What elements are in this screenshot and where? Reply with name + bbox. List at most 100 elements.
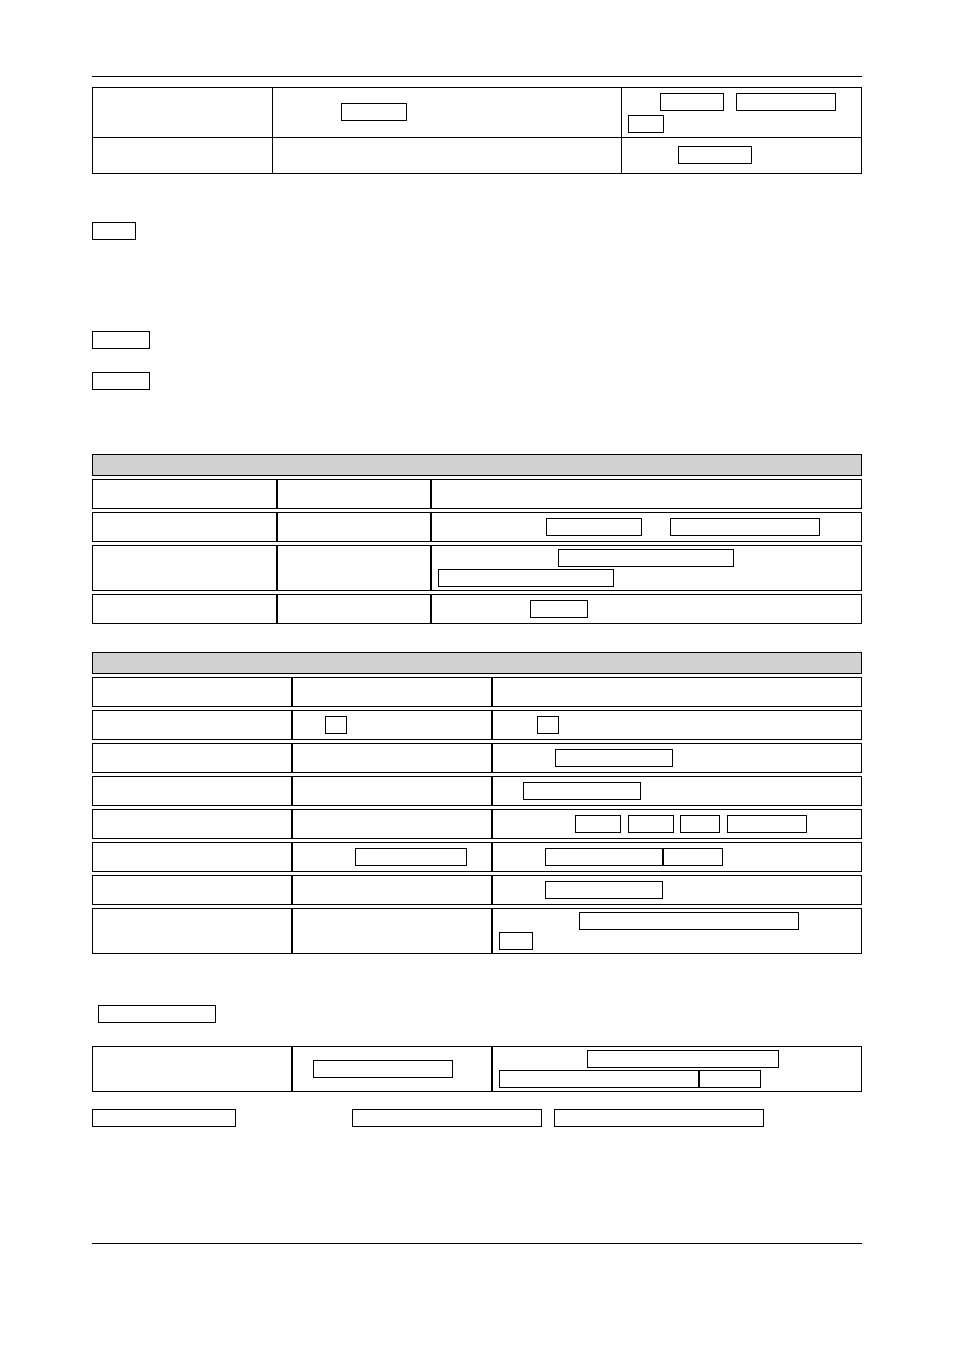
field-box[interactable] bbox=[92, 1109, 236, 1127]
break-row bbox=[92, 957, 862, 1043]
cell bbox=[92, 875, 292, 905]
cell bbox=[277, 594, 431, 624]
cell bbox=[492, 677, 862, 707]
cell bbox=[292, 875, 492, 905]
field-box[interactable] bbox=[523, 782, 641, 800]
cell bbox=[431, 545, 862, 591]
field-box[interactable] bbox=[530, 600, 588, 618]
field-box[interactable] bbox=[341, 103, 407, 121]
table-row bbox=[92, 594, 862, 624]
cell bbox=[292, 710, 492, 740]
field-box[interactable] bbox=[545, 881, 663, 899]
cell bbox=[92, 545, 277, 591]
field-box[interactable] bbox=[546, 518, 642, 536]
cell bbox=[92, 594, 277, 624]
field-box[interactable] bbox=[575, 815, 621, 833]
cell bbox=[431, 479, 862, 509]
cell bbox=[92, 677, 292, 707]
cell bbox=[277, 512, 431, 542]
cell bbox=[292, 809, 492, 839]
field-box[interactable] bbox=[499, 1070, 699, 1088]
field-box[interactable] bbox=[438, 569, 614, 587]
section2-table bbox=[92, 649, 862, 1095]
cell bbox=[492, 1046, 862, 1092]
cell bbox=[92, 809, 292, 839]
cell bbox=[92, 1046, 292, 1092]
top-horizontal-rule bbox=[92, 76, 862, 77]
field-box[interactable] bbox=[628, 115, 664, 133]
field-box[interactable] bbox=[499, 932, 533, 950]
field-box[interactable] bbox=[555, 749, 673, 767]
cell bbox=[492, 875, 862, 905]
field-box[interactable] bbox=[699, 1070, 761, 1088]
cell bbox=[492, 743, 862, 773]
cell bbox=[292, 743, 492, 773]
header-r2c3 bbox=[622, 138, 862, 174]
field-box[interactable] bbox=[352, 1109, 542, 1127]
header-r1c1 bbox=[93, 88, 273, 138]
table-row bbox=[92, 875, 862, 905]
table-row bbox=[92, 710, 862, 740]
field-box[interactable] bbox=[313, 1060, 453, 1078]
cell bbox=[92, 908, 292, 954]
bottom-horizontal-rule bbox=[92, 1243, 862, 1244]
table-row bbox=[92, 677, 862, 707]
lone-box-2-wrap bbox=[92, 331, 862, 354]
cell bbox=[92, 710, 292, 740]
field-box[interactable] bbox=[92, 372, 150, 390]
cell bbox=[492, 710, 862, 740]
cell bbox=[492, 842, 862, 872]
cell bbox=[492, 908, 862, 954]
header-r1c2 bbox=[272, 88, 622, 138]
cell bbox=[492, 809, 862, 839]
table-row bbox=[92, 809, 862, 839]
bottom-box-row bbox=[92, 1109, 862, 1127]
field-box[interactable] bbox=[628, 815, 674, 833]
table-row bbox=[92, 908, 862, 954]
field-box[interactable] bbox=[660, 93, 724, 111]
field-box[interactable] bbox=[579, 912, 799, 930]
lone-box-1-wrap bbox=[92, 222, 862, 245]
field-box[interactable] bbox=[663, 848, 723, 866]
field-box[interactable] bbox=[558, 549, 734, 567]
header-r2c1 bbox=[93, 138, 273, 174]
field-box[interactable] bbox=[587, 1050, 779, 1068]
table-row bbox=[92, 1046, 862, 1092]
cell bbox=[92, 743, 292, 773]
field-box[interactable] bbox=[92, 331, 150, 349]
section1-header bbox=[92, 454, 862, 476]
field-box[interactable] bbox=[727, 815, 807, 833]
table-row bbox=[92, 479, 862, 509]
field-box[interactable] bbox=[680, 815, 720, 833]
field-box[interactable] bbox=[670, 518, 820, 536]
table-row bbox=[92, 512, 862, 542]
field-box[interactable] bbox=[325, 716, 347, 734]
table-row bbox=[92, 776, 862, 806]
cell bbox=[431, 512, 862, 542]
cell bbox=[292, 908, 492, 954]
field-box[interactable] bbox=[678, 146, 752, 164]
field-box[interactable] bbox=[736, 93, 836, 111]
field-box[interactable] bbox=[554, 1109, 764, 1127]
section2-header bbox=[92, 652, 862, 674]
field-box[interactable] bbox=[545, 848, 663, 866]
section1-table bbox=[92, 451, 862, 627]
lone-box-3-wrap bbox=[92, 372, 862, 395]
cell bbox=[92, 512, 277, 542]
header-r2c2 bbox=[272, 138, 622, 174]
header-r1c3 bbox=[622, 88, 862, 138]
header-row-1 bbox=[93, 88, 862, 138]
cell bbox=[292, 677, 492, 707]
cell bbox=[277, 545, 431, 591]
table-row bbox=[92, 545, 862, 591]
field-box[interactable] bbox=[355, 848, 467, 866]
header-row-2 bbox=[93, 138, 862, 174]
field-box[interactable] bbox=[98, 1005, 216, 1023]
cell bbox=[277, 479, 431, 509]
cell bbox=[431, 594, 862, 624]
header-table bbox=[92, 87, 862, 174]
field-box[interactable] bbox=[537, 716, 559, 734]
field-box[interactable] bbox=[92, 222, 136, 240]
cell bbox=[492, 776, 862, 806]
cell bbox=[292, 776, 492, 806]
